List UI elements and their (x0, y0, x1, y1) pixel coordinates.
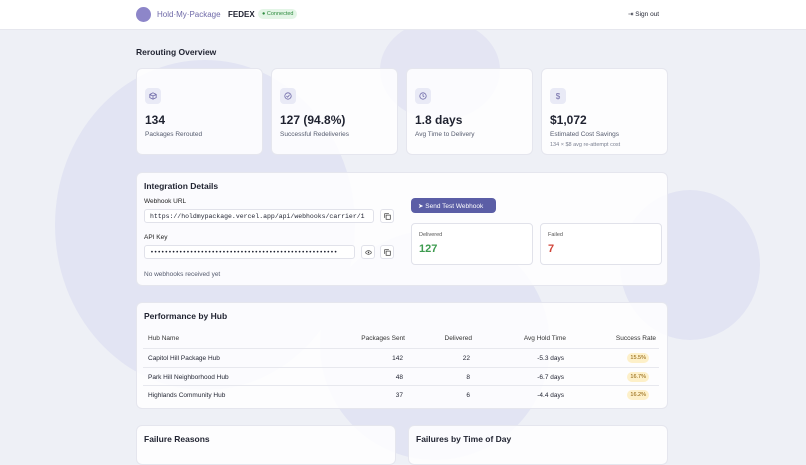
hub-name: Capitol Hill Package Hub (148, 355, 220, 362)
column-header: Success Rate (615, 335, 656, 342)
box-label: Delivered (419, 232, 443, 238)
failed-box: Failed 7 (540, 223, 662, 265)
stat-label: Successful Redeliveries (280, 131, 350, 138)
sign-out-label: Sign out (635, 11, 660, 18)
section-title: Rerouting Overview (136, 47, 217, 57)
icon (280, 88, 296, 104)
box-label: Failed (548, 232, 563, 238)
avatar (136, 7, 151, 22)
success-rate: 16.7% (627, 371, 649, 382)
panel-title: Failures by Time of Day (416, 434, 512, 444)
empty-state: No webhooks received yet (144, 271, 221, 278)
failed-count: 7 (548, 243, 555, 255)
panel-title: Performance by Hub (144, 311, 228, 321)
button-label: Send Test Webhook (425, 203, 484, 210)
carrier: FEDEX (228, 10, 255, 19)
hub-name: Highlands Community Hub (148, 392, 226, 399)
hub-name: Park Hill Neighborhood Hub (148, 373, 229, 381)
table-row: Capitol Hill Package Hub 142 22 -5.3 days 15… (143, 348, 659, 367)
check-icon (284, 92, 292, 100)
reveal-button[interactable] (361, 245, 375, 259)
stat-label: Avg Time to Delivery (415, 131, 475, 138)
cell: -6.7 days (537, 373, 564, 381)
icon (145, 88, 161, 104)
column-header: Packages Sent (361, 335, 405, 342)
cell: 37 (395, 392, 403, 399)
stat-label: Estimated Cost Savings (550, 131, 620, 138)
box-icon (149, 92, 157, 100)
stat-card: 1.8 days Avg Time to Delivery (406, 68, 533, 155)
cell: 22 (462, 355, 470, 362)
dollar-icon: $ (550, 88, 566, 104)
hub-panel: Performance by Hub Hub Name Packages Sen… (136, 302, 668, 409)
panel-title: Integration Details (144, 181, 219, 191)
column-header: Delivered (444, 335, 472, 342)
stat-note: 134 × $8 avg re-attempt cost (550, 142, 621, 148)
field-label: API Key (144, 234, 168, 241)
integration-panel: Integration Details Webhook URL https://… (136, 172, 668, 286)
copy-icon (383, 212, 391, 220)
cell: -5.3 days (537, 355, 564, 362)
copy-button[interactable] (380, 209, 394, 223)
eye-icon (364, 249, 372, 255)
failure-time-panel: Failures by Time of Day (408, 425, 668, 465)
send-test-button[interactable]: ➤ Send Test Webhook (411, 198, 496, 213)
success-rate: 15.5% (627, 353, 649, 363)
column-header: Avg Hold Time (523, 335, 566, 342)
stat-card: 134 Packages Rerouted (136, 68, 263, 155)
failure-reasons-panel: Failure Reasons (136, 425, 396, 465)
delivered-box: Delivered 127 (411, 223, 533, 265)
stat-value: 134 (145, 113, 166, 127)
cell: 6 (466, 392, 470, 399)
status-badge: ● Connected (258, 9, 298, 19)
stat-label: Packages Rerouted (145, 131, 203, 138)
panel-title: Failure Reasons (144, 434, 210, 444)
field-label: Webhook URL (144, 198, 187, 205)
status: Connected (266, 11, 294, 17)
cell: 142 (392, 355, 403, 362)
cell: 48 (395, 373, 403, 381)
sign-out[interactable]: ⇥ Sign out (628, 11, 660, 18)
webhook-url: https://holdmypackage.vercel.app/api/web… (144, 209, 374, 223)
icon (415, 88, 431, 104)
stat-card: 127 (94.8%) Successful Redeliveries (271, 68, 398, 155)
cell: 8 (466, 373, 470, 381)
success-rate: 16.2% (627, 390, 649, 400)
delivered-count: 127 (419, 243, 438, 255)
stat-card: $ $1,072 Estimated Cost Savings 134 × $8… (541, 68, 668, 155)
stat-value: $1,072 (550, 113, 587, 127)
stat-value: 1.8 days (415, 113, 463, 127)
brand: Hold·My·Package (157, 10, 221, 19)
cell: -4.4 days (537, 392, 564, 399)
clock-icon (419, 92, 427, 100)
copy-button[interactable] (380, 245, 394, 259)
copy-icon (383, 248, 391, 256)
top-bar: Hold·My·Package FEDEX ● Connected ⇥ Sign… (0, 0, 806, 30)
table-row: Highlands Community Hub 37 6 -4.4 days 16.2% (143, 385, 659, 404)
table-row: Park Hill Neighborhood Hub 48 8 -6.7 days 16… (143, 366, 659, 386)
stat-value: 127 (94.8%) (280, 113, 346, 127)
column-header: Hub Name (148, 335, 180, 342)
api-key: ••••••••••••••••••••••••••••••••••••••••… (144, 245, 355, 259)
